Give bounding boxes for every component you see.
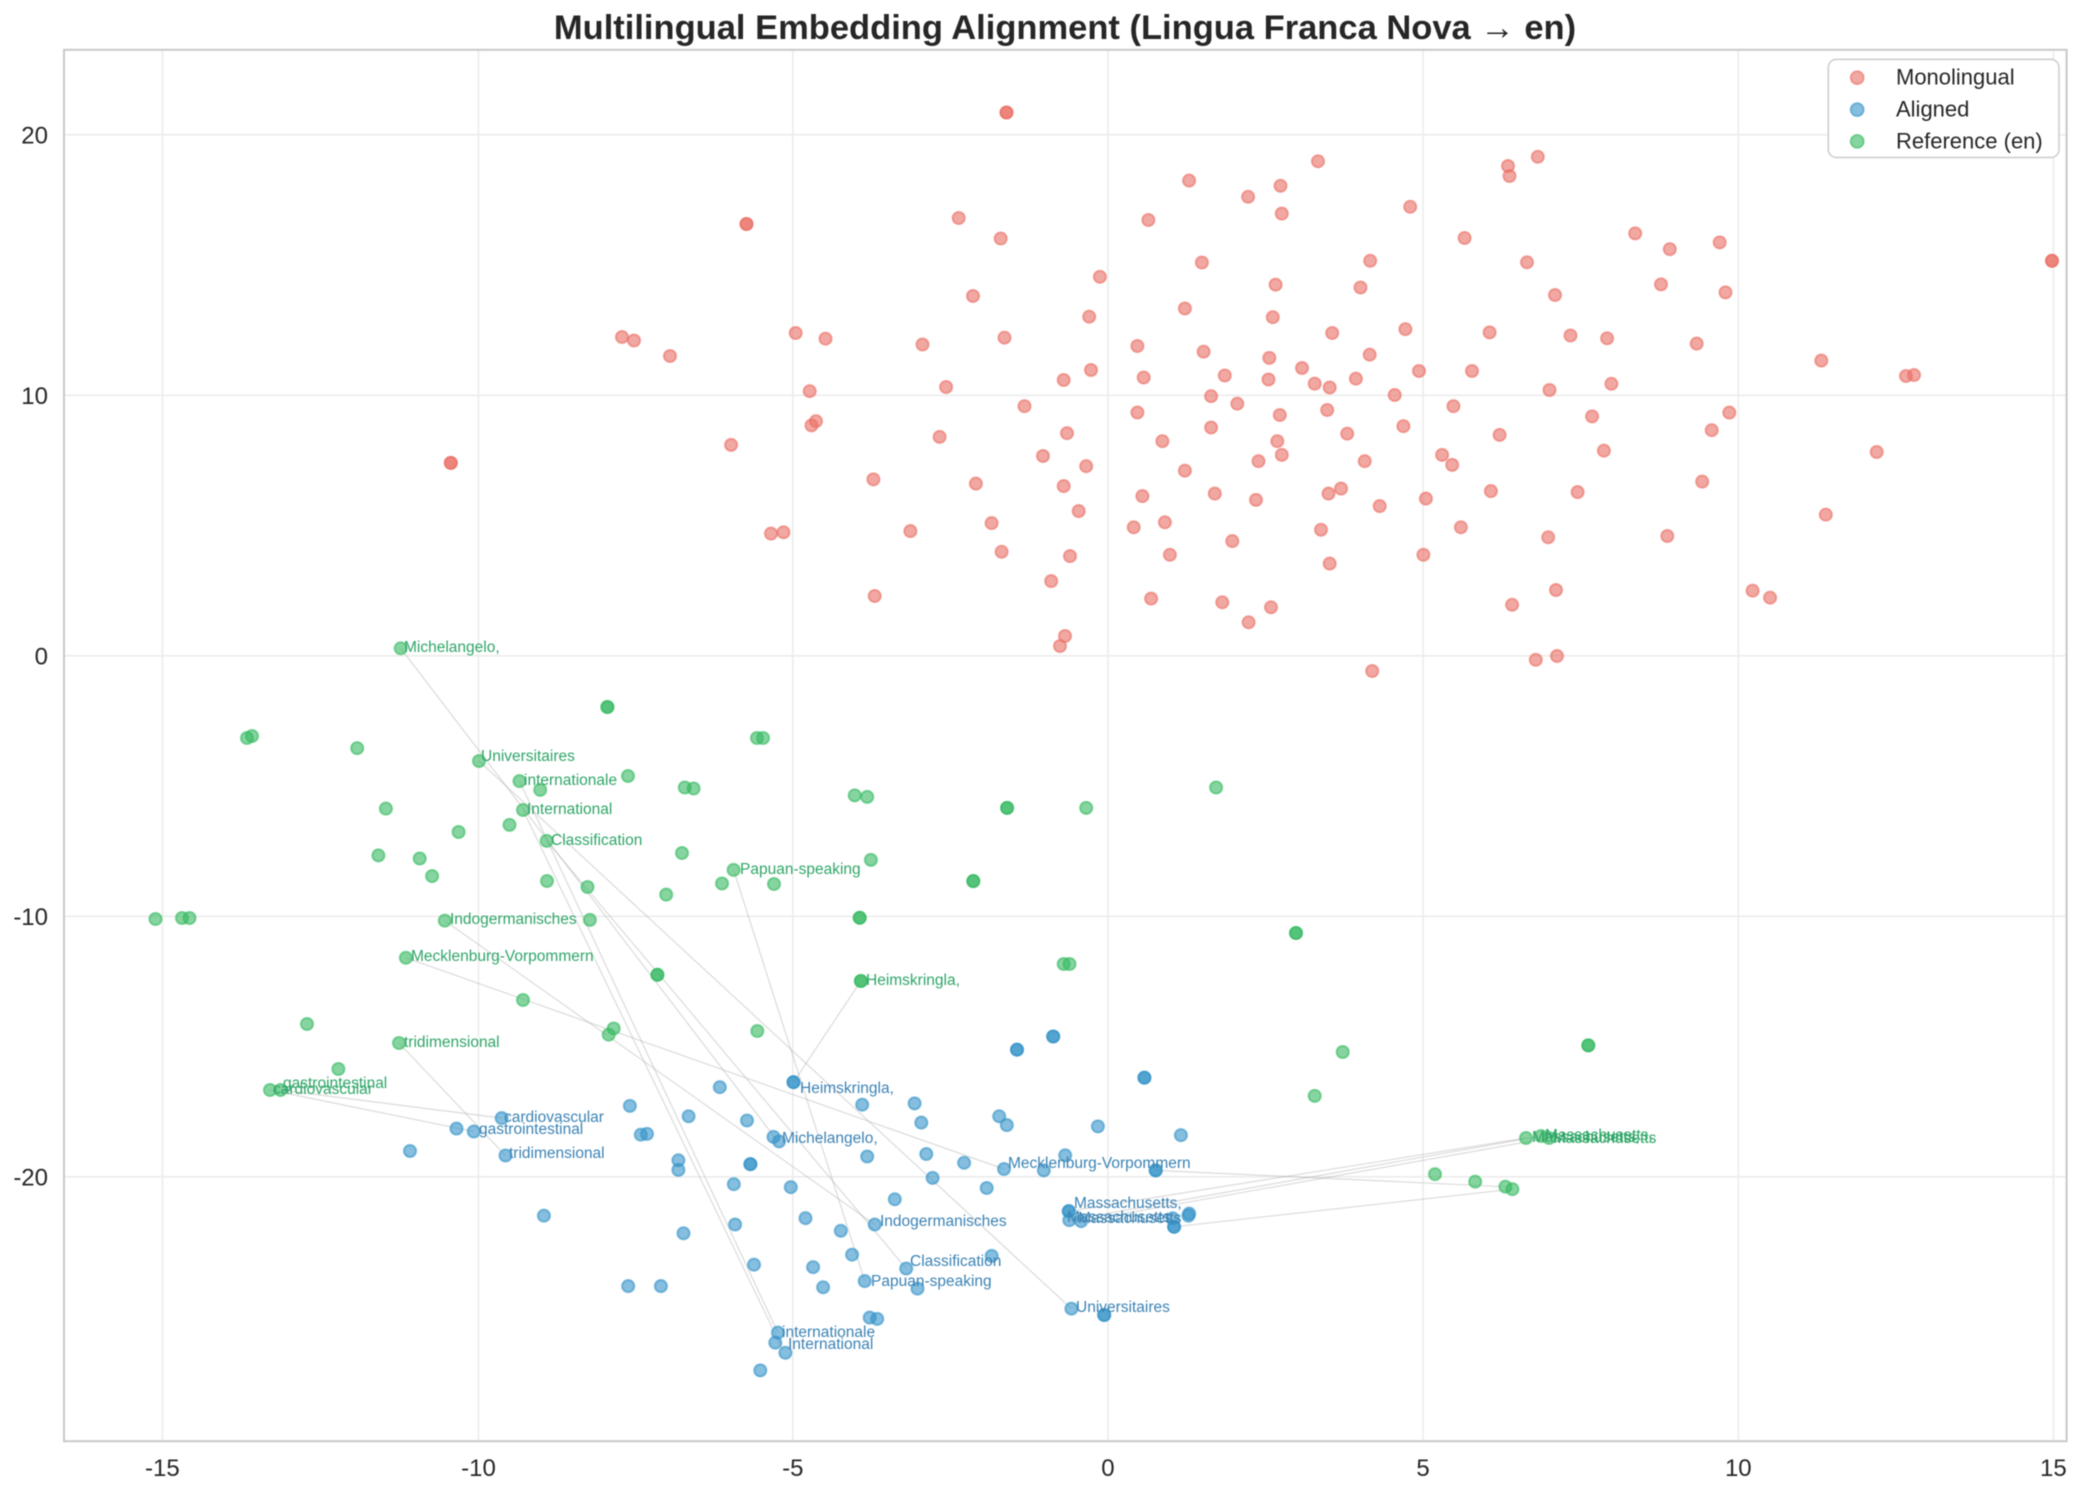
svg-text:gastrointestinal: gastrointestinal <box>283 1075 387 1092</box>
svg-text:internationale: internationale <box>524 772 617 789</box>
svg-text:Massachusetts,: Massachusetts, <box>1532 1129 1640 1146</box>
svg-text:0: 0 <box>1101 1455 1114 1482</box>
svg-text:Mecklenburg-Vorpommern: Mecklenburg-Vorpommern <box>1008 1155 1191 1172</box>
svg-text:Classification: Classification <box>551 832 642 849</box>
svg-text:Heimskringla,: Heimskringla, <box>866 972 960 989</box>
svg-text:tridimensional: tridimensional <box>404 1034 500 1051</box>
svg-text:Monolingual: Monolingual <box>1896 65 2015 90</box>
svg-text:cardiovascular: cardiovascular <box>273 1081 373 1098</box>
svg-text:-10: -10 <box>461 1455 496 1482</box>
svg-text:10: 10 <box>21 383 48 410</box>
svg-text:Michelangelo,: Michelangelo, <box>782 1130 878 1147</box>
svg-text:-5: -5 <box>782 1455 803 1482</box>
svg-text:Heimskringla,: Heimskringla, <box>800 1080 894 1097</box>
svg-text:tridimensional: tridimensional <box>509 1145 605 1162</box>
svg-text:International: International <box>527 801 612 818</box>
svg-text:15: 15 <box>2040 1455 2067 1482</box>
svg-text:Aligned: Aligned <box>1896 97 1969 122</box>
svg-text:Indogermanisches: Indogermanisches <box>450 911 577 928</box>
svg-text:Massachusetts,: Massachusetts, <box>1067 1209 1175 1226</box>
svg-text:-20: -20 <box>13 1164 48 1191</box>
svg-text:Massachusetts: Massachusetts <box>1553 1130 1657 1147</box>
svg-text:gastrointestinal: gastrointestinal <box>479 1121 583 1138</box>
svg-text:Michelangelo,: Michelangelo, <box>404 639 500 656</box>
svg-text:Classification: Classification <box>910 1253 1001 1270</box>
svg-text:Papuan-speaking: Papuan-speaking <box>740 861 861 878</box>
svg-text:Reference (en): Reference (en) <box>1896 128 2043 153</box>
svg-text:Mecklenburg-Vorpommern: Mecklenburg-Vorpommern <box>411 948 594 965</box>
svg-text:Universitaires: Universitaires <box>1076 1299 1170 1316</box>
svg-text:0: 0 <box>35 643 48 670</box>
svg-text:Indogermanisches: Indogermanisches <box>880 1213 1007 1230</box>
svg-text:Massachusetts,: Massachusetts, <box>1545 1127 1653 1144</box>
svg-text:-15: -15 <box>145 1455 180 1482</box>
svg-text:Massachusetts: Massachusetts <box>1078 1210 1182 1227</box>
svg-text:International: International <box>788 1336 873 1353</box>
svg-text:-10: -10 <box>13 904 48 931</box>
svg-text:cardiovascular: cardiovascular <box>504 1109 604 1126</box>
svg-text:Papuan-speaking: Papuan-speaking <box>871 1273 992 1290</box>
svg-text:Massachusetts,: Massachusetts, <box>1074 1195 1182 1212</box>
svg-text:Multilingual Embedding Alignme: Multilingual Embedding Alignment (Lingua… <box>554 9 1576 47</box>
svg-text:internationale: internationale <box>782 1324 875 1341</box>
svg-text:5: 5 <box>1416 1455 1429 1482</box>
svg-text:10: 10 <box>1725 1455 1752 1482</box>
svg-text:20: 20 <box>21 122 48 149</box>
svg-text:Universitaires: Universitaires <box>481 748 575 765</box>
